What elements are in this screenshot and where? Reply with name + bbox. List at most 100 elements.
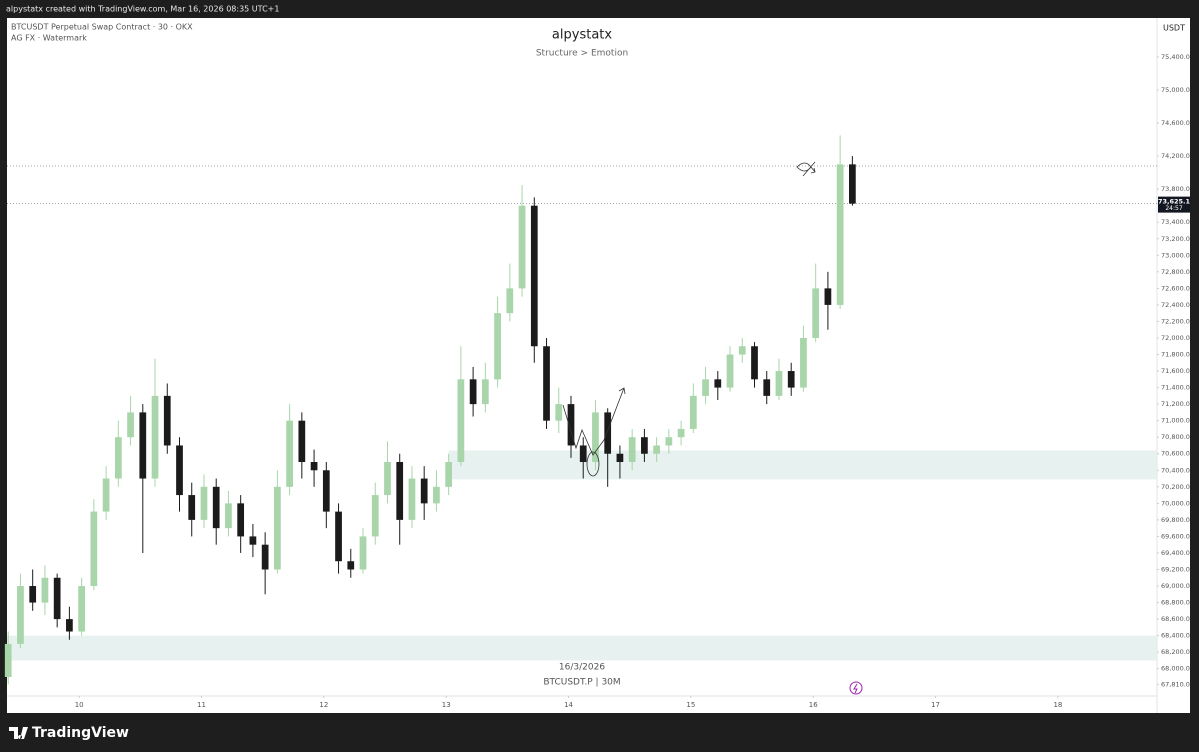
currency: USDT: [1163, 24, 1185, 33]
date-label: 16/3/2026: [559, 663, 605, 673]
y-tick-label: 74,200.0: [1161, 152, 1190, 160]
candle-body: [127, 412, 134, 438]
y-tick-label: 72,800.0: [1161, 268, 1190, 276]
y-tick-label: 73,200.0: [1161, 235, 1190, 243]
candle-body: [494, 313, 501, 380]
y-tick-label: 72,600.0: [1161, 284, 1190, 292]
x-tick-label: 14: [564, 701, 573, 709]
candle-body: [139, 412, 147, 479]
candle-body: [445, 462, 453, 487]
y-tick-label: 70,000.0: [1161, 499, 1190, 507]
arrow-head: [810, 167, 816, 174]
logo-mark: [9, 727, 28, 739]
y-tick-label: 70,200.0: [1161, 483, 1190, 491]
candle-body: [457, 379, 465, 463]
candle-body: [359, 536, 367, 570]
y-tick-label: 72,000.0: [1161, 334, 1190, 342]
y-tick-label: 69,600.0: [1161, 532, 1190, 540]
candle-body: [481, 379, 489, 405]
y-tick-label: 73,800.0: [1161, 185, 1190, 193]
price-tag: [1158, 196, 1190, 213]
x-tick-label: 13: [442, 701, 451, 709]
candle-body: [371, 495, 379, 537]
candle-body: [420, 478, 428, 504]
candle-body: [249, 536, 257, 545]
candle-body: [17, 586, 24, 644]
candle-body: [665, 437, 673, 446]
x-tick-label: 10: [75, 701, 84, 709]
ticker-label: BTCUSDT.P | 30M: [543, 678, 620, 688]
y-tick-label: 69,800.0: [1161, 516, 1190, 524]
candle-body: [212, 486, 220, 529]
candle-body: [775, 371, 783, 396]
candle-body: [163, 395, 171, 446]
y-tick-label: 75,400.0: [1161, 53, 1190, 61]
y-tick-label: 71,400.0: [1161, 384, 1190, 392]
candle-body: [689, 395, 697, 429]
candle-body: [347, 561, 355, 570]
candle-body: [800, 337, 807, 388]
candle-body: [641, 437, 648, 454]
candle-body: [66, 619, 73, 632]
candle-body: [543, 346, 550, 421]
y-tick-label: 67,810.0: [1161, 680, 1190, 688]
path-annotation: [562, 387, 625, 456]
candle-body: [714, 379, 722, 388]
candle-body: [408, 478, 416, 520]
candle-body: [225, 503, 232, 529]
candle-body: [628, 437, 636, 463]
candle-body: [555, 404, 563, 421]
x-tick-label: 11: [197, 701, 206, 709]
y-tick-label: 73,000.0: [1161, 251, 1190, 259]
y-tick-label: 71,200.0: [1161, 400, 1190, 408]
y-tick-label: 70,400.0: [1161, 466, 1190, 474]
y-tick-label: 68,000.0: [1161, 665, 1190, 673]
candle-body: [604, 412, 612, 454]
event-icon[interactable]: [849, 681, 863, 695]
credit: alpystatx created with TradingView.com, …: [6, 5, 279, 14]
candle-body: [506, 288, 514, 314]
candle-body: [335, 511, 342, 562]
logo: TradingView: [9, 725, 129, 741]
y-tick-label: 72,400.0: [1161, 301, 1190, 309]
candle-body: [298, 420, 306, 463]
y-tick-label: 71,600.0: [1161, 367, 1190, 375]
x-tick-label: 12: [319, 701, 328, 709]
plot: [4, 135, 1157, 685]
candle-body: [151, 395, 159, 479]
y-tick-label: 69,400.0: [1161, 549, 1190, 557]
indicator: AG FX · Watermark: [11, 34, 87, 43]
candle-body: [237, 503, 245, 537]
countdown: 24:57: [1165, 205, 1182, 212]
candle-body: [200, 486, 208, 520]
candle-body: [469, 379, 477, 405]
candle-body: [763, 379, 771, 396]
y-tick-label: 68,800.0: [1161, 599, 1190, 607]
annotations: [562, 161, 816, 477]
candle-body: [530, 205, 538, 347]
candle-body: [53, 577, 61, 620]
y-tick-label: 71,000.0: [1161, 417, 1190, 425]
fish-annotation: [796, 161, 816, 177]
candle-body: [274, 486, 281, 570]
candle-body: [102, 478, 110, 512]
x-tick-label: 16: [809, 701, 818, 709]
zone: [7, 635, 1157, 661]
y-tick-label: 71,800.0: [1161, 351, 1190, 359]
candle-body: [114, 437, 122, 479]
y-tick-label: 68,200.0: [1161, 648, 1190, 656]
candle-body: [518, 205, 526, 289]
candle-body: [812, 288, 820, 338]
candle-body: [176, 445, 183, 496]
brand: TradingView: [32, 725, 129, 741]
candle-body: [433, 486, 440, 504]
circle-annotation: [586, 451, 600, 477]
y-tick-label: 72,200.0: [1161, 317, 1190, 325]
candle-body: [824, 288, 832, 305]
candle-body: [616, 453, 624, 463]
watermark-title: alpystatx: [552, 28, 612, 43]
y-tick-label: 74,600.0: [1161, 119, 1190, 127]
x-tick-label: 17: [931, 701, 940, 709]
candle-body: [29, 586, 37, 603]
candle-body: [188, 495, 196, 520]
